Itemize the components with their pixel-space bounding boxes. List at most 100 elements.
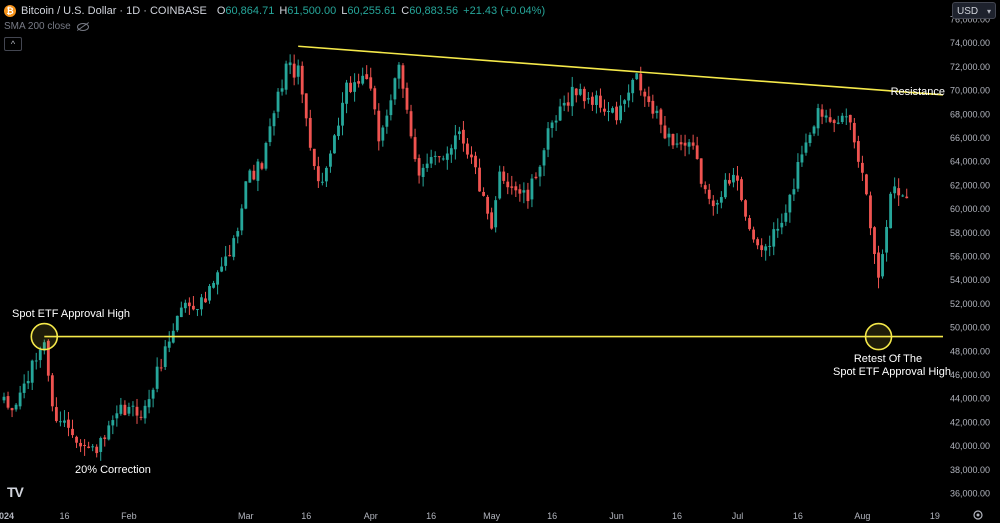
candle-body [369,77,373,89]
candle-body [804,142,808,153]
candle-body [893,186,897,194]
candle-body [284,63,288,90]
candle-body [756,239,760,246]
candle-body [897,188,901,196]
candle-body [357,81,361,84]
candle-body [260,163,264,169]
candle-body [518,189,522,194]
candle-body [220,266,224,272]
candle-body [582,88,586,102]
candle-body [67,419,70,428]
highlight-circle[interactable] [30,322,59,351]
candle-body [167,341,171,348]
candle-body [248,170,252,183]
candle-body [228,255,232,257]
candle-body [570,86,574,107]
candle-body [91,446,95,448]
candle-body [558,106,562,121]
bitcoin-icon: ₿ [4,5,16,17]
candle-body [711,200,715,207]
indicator-legend[interactable]: SMA 200 close [4,21,89,32]
candle-body [385,115,389,127]
candle-series [2,54,909,461]
price-tick-label: 40,000.00 [950,441,990,451]
candle-body [832,120,836,124]
candle-body [252,170,256,180]
candle-body [647,96,651,103]
candle-body [502,171,506,181]
candle-body [611,108,614,113]
time-tick-label: Aug [854,511,870,521]
candle-body [715,203,719,205]
candle-body [687,142,691,147]
candle-body [244,181,248,209]
time-axis[interactable]: 2024 16 Feb Mar 16 Apr 16 May 16 Jun 16 Jul 16 Aug 19 [0,511,940,521]
candle-body [723,179,727,198]
candle-body [159,367,163,369]
candle-body [881,254,884,277]
candle-body [627,92,631,101]
candle-body [727,180,731,184]
candle-body [695,145,699,159]
candle-body [147,399,151,408]
candle-body [163,346,167,367]
time-tick-label: 16 [301,511,311,521]
highlight-circle[interactable] [864,322,893,351]
candle-body [449,148,453,155]
candle-body [183,302,187,309]
candle-body [212,282,215,288]
candle-body [337,125,340,137]
symbol-title[interactable]: Bitcoin / U.S. Dollar · 1D · COINBASE [21,5,207,17]
candle-body [377,110,381,142]
candle-body [264,142,268,169]
price-tick-label: 60,000.00 [950,204,990,214]
currency-label: USD [957,6,979,17]
candle-body [603,108,606,112]
candle-body [131,405,135,407]
annotation-correction: 20% Correction [75,464,151,476]
candle-body [187,302,191,307]
candle-body [869,195,872,229]
candle-body [478,167,481,192]
candle-body [514,186,518,191]
time-tick-label: Jul [732,511,744,521]
candle-body [796,162,800,189]
currency-selector[interactable]: USD ▾ [952,2,996,19]
candle-body [453,135,457,150]
candle-body [103,437,107,439]
price-tick-label: 38,000.00 [950,465,990,475]
candle-body [46,340,50,376]
candle-body [586,98,590,100]
tradingview-logo[interactable]: TV [7,484,24,500]
candle-body [312,148,316,167]
gear-icon[interactable] [972,509,984,521]
candle-body [208,286,211,301]
candle-body [333,135,336,154]
candle-body [441,158,445,160]
candle-body [429,157,433,164]
eye-hidden-icon[interactable] [76,22,89,31]
candle-body [744,200,747,217]
candle-body [75,436,78,443]
candle-body [816,108,820,129]
candle-body [764,246,768,251]
candle-body [812,126,816,134]
collapse-legend-button[interactable]: ^ [4,37,22,51]
candle-body [18,392,22,407]
candle-body [341,102,344,126]
price-tick-label: 46,000.00 [950,370,990,380]
price-tick-label: 42,000.00 [950,417,990,427]
candle-body [651,100,655,114]
candle-body [192,305,195,310]
candle-body [216,272,220,285]
resistance-trendline[interactable] [298,45,944,96]
candle-body [889,193,893,229]
price-axis[interactable]: 36,000.00 38,000.00 40,000.00 42,000.00 44,0… [950,15,990,499]
price-tick-label: 56,000.00 [950,252,990,262]
candle-body [490,212,494,229]
candle-body [808,134,812,143]
time-tick-label: Jun [609,511,624,521]
candle-body [748,218,751,230]
candle-body [784,212,788,222]
